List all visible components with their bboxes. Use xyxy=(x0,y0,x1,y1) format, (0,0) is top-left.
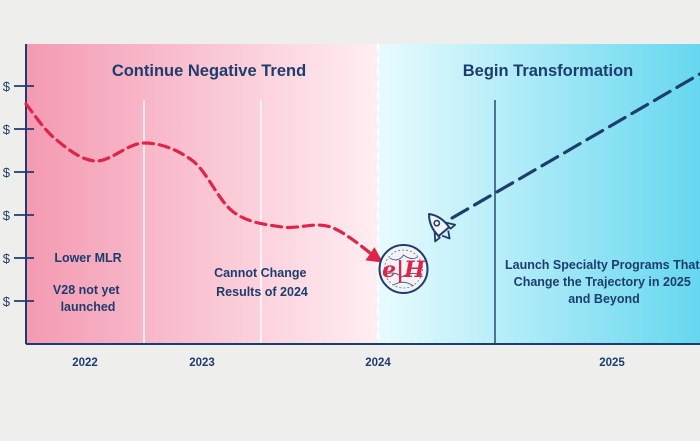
series-transformation-line xyxy=(450,72,700,220)
y-tick-label: $ xyxy=(3,294,11,309)
section-band-negative xyxy=(26,44,378,344)
note-line: Cannot Change xyxy=(214,266,306,280)
note-line: Results of 2024 xyxy=(216,285,308,299)
x-tick-label: 2025 xyxy=(599,357,625,369)
series-negative-trend-line xyxy=(24,102,384,263)
y-tick-label: $ xyxy=(3,208,11,223)
section-title-negative: Continue Negative Trend xyxy=(112,62,306,80)
note-line: Lower MLR xyxy=(54,251,121,265)
x-tick-label: 2022 xyxy=(72,357,98,369)
x-tick-label: 2023 xyxy=(189,357,215,369)
note-line: Launch Specialty Programs That xyxy=(505,258,700,272)
section-band-transformation xyxy=(378,44,700,344)
note-line: and Beyond xyxy=(568,292,640,306)
eh-logo-icon: e|H xyxy=(378,244,429,294)
eh-logo-lettering: e|H xyxy=(382,257,426,283)
period-note-v28: V28 not yet launched xyxy=(53,283,123,314)
rocket-icon xyxy=(428,212,457,243)
y-tick-label: $ xyxy=(3,79,11,94)
note-line: V28 not yet xyxy=(53,283,121,297)
period-note-specialty-programs: Launch Specialty Programs That Change th… xyxy=(505,258,700,306)
y-tick-label: $ xyxy=(3,122,11,137)
period-note-lower-mlr: Lower MLR xyxy=(54,251,121,265)
section-title-transformation: Begin Transformation xyxy=(463,62,634,80)
note-line: launched xyxy=(61,300,116,314)
period-note-2024-results: Cannot Change Results of 2024 xyxy=(214,266,310,299)
y-tick-label: $ xyxy=(3,251,11,266)
y-tick-label: $ xyxy=(3,165,11,180)
x-tick-label: 2024 xyxy=(365,357,391,369)
note-line: Change the Trajectory in 2025 xyxy=(514,275,691,289)
